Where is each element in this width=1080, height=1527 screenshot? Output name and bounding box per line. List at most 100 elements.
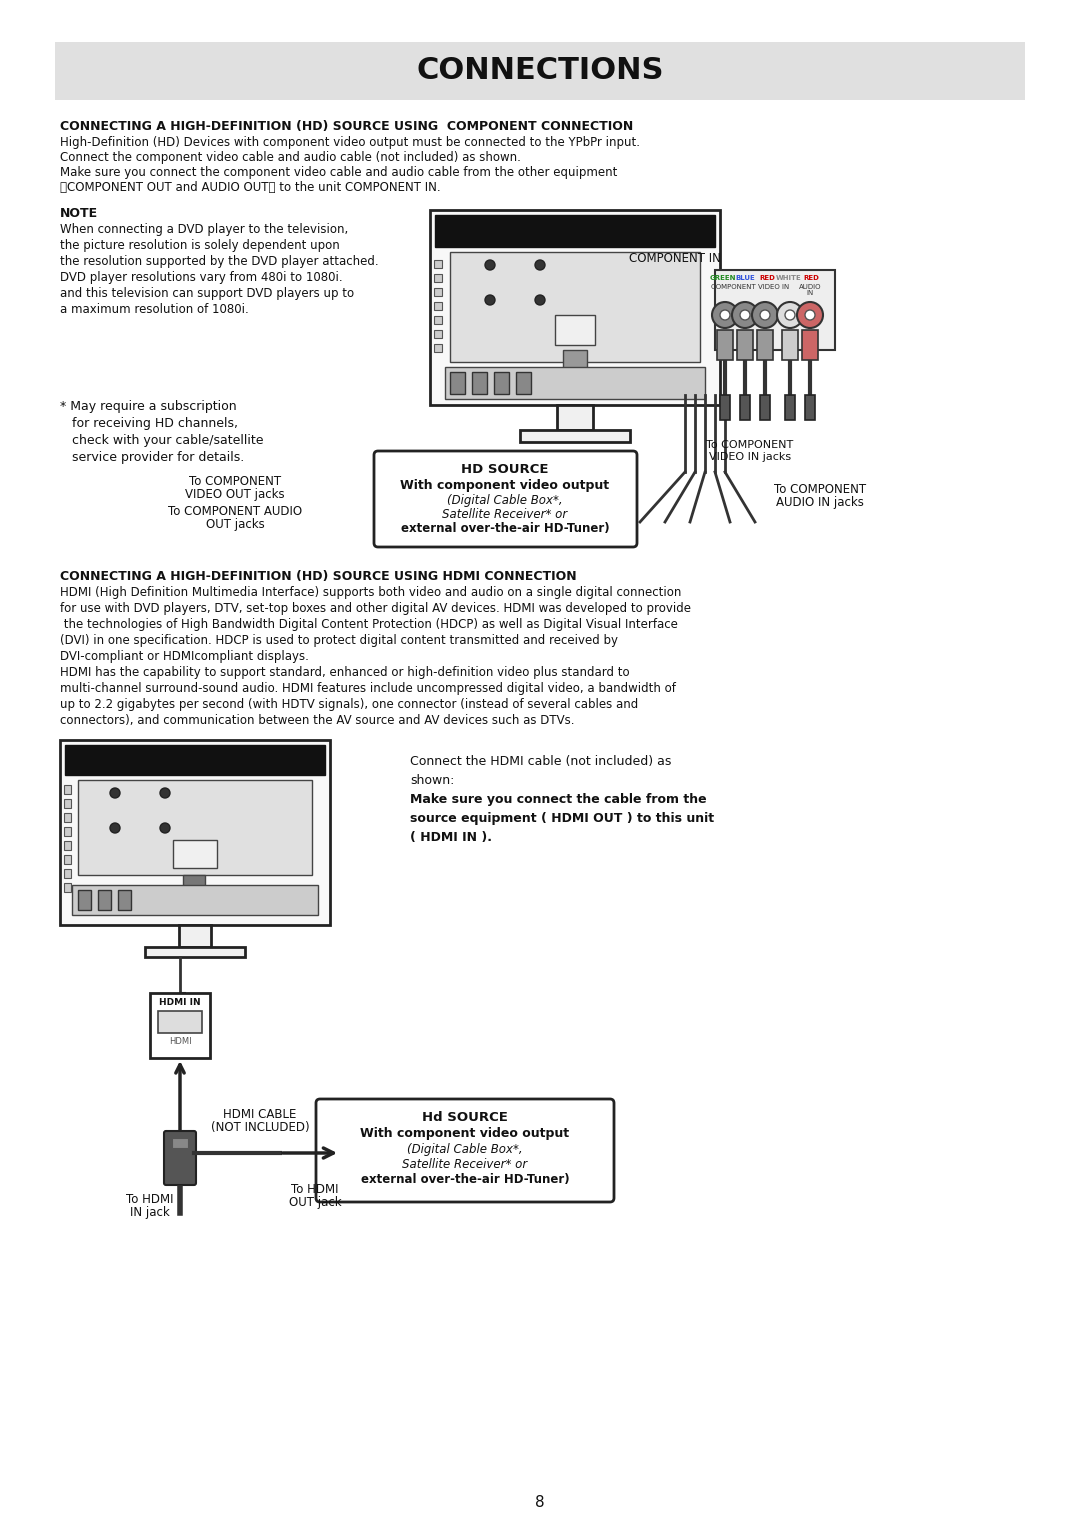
- FancyBboxPatch shape: [434, 316, 442, 324]
- Circle shape: [535, 260, 545, 270]
- Text: To COMPONENT: To COMPONENT: [706, 440, 794, 450]
- Text: check with your cable/satellite: check with your cable/satellite: [60, 434, 264, 447]
- Text: To COMPONENT: To COMPONENT: [774, 483, 866, 496]
- Text: the resolution supported by the DVD player attached.: the resolution supported by the DVD play…: [60, 255, 379, 269]
- Text: HDMI: HDMI: [168, 1037, 191, 1046]
- Text: and this television can support DVD players up to: and this television can support DVD play…: [60, 287, 354, 299]
- Text: Make sure you connect the cable from the: Make sure you connect the cable from the: [410, 793, 706, 806]
- FancyBboxPatch shape: [516, 373, 531, 394]
- Text: IN: IN: [807, 290, 813, 296]
- FancyBboxPatch shape: [717, 330, 733, 360]
- Circle shape: [740, 310, 750, 321]
- FancyBboxPatch shape: [98, 890, 111, 910]
- Text: COMPONENT IN: COMPONENT IN: [629, 252, 721, 266]
- FancyBboxPatch shape: [555, 315, 595, 345]
- Circle shape: [797, 302, 823, 328]
- FancyBboxPatch shape: [183, 875, 205, 890]
- Circle shape: [777, 302, 804, 328]
- Circle shape: [752, 302, 778, 328]
- Circle shape: [485, 260, 495, 270]
- FancyBboxPatch shape: [760, 395, 770, 420]
- FancyBboxPatch shape: [757, 330, 773, 360]
- Text: To HDMI: To HDMI: [292, 1183, 339, 1196]
- FancyBboxPatch shape: [145, 947, 245, 957]
- FancyBboxPatch shape: [494, 373, 509, 394]
- FancyBboxPatch shape: [316, 1099, 615, 1202]
- FancyBboxPatch shape: [434, 260, 442, 269]
- FancyBboxPatch shape: [434, 273, 442, 282]
- Text: HDMI has the capability to support standard, enhanced or high-definition video p: HDMI has the capability to support stand…: [60, 666, 630, 680]
- Text: AUDIO: AUDIO: [799, 284, 821, 290]
- Circle shape: [110, 788, 120, 799]
- FancyBboxPatch shape: [64, 785, 71, 794]
- Circle shape: [712, 302, 738, 328]
- FancyBboxPatch shape: [158, 1011, 202, 1032]
- Text: (NOT INCLUDED): (NOT INCLUDED): [211, 1121, 309, 1135]
- Text: HDMI IN: HDMI IN: [159, 999, 201, 1006]
- FancyBboxPatch shape: [563, 350, 588, 368]
- Text: COMPONENT VIDEO IN: COMPONENT VIDEO IN: [711, 284, 789, 290]
- FancyBboxPatch shape: [64, 869, 71, 878]
- FancyBboxPatch shape: [55, 43, 1025, 99]
- FancyBboxPatch shape: [172, 1138, 188, 1148]
- FancyBboxPatch shape: [64, 883, 71, 892]
- Circle shape: [732, 302, 758, 328]
- FancyBboxPatch shape: [150, 993, 210, 1058]
- Text: multi-channel surround-sound audio. HDMI features include uncompressed digital v: multi-channel surround-sound audio. HDMI…: [60, 683, 676, 695]
- FancyBboxPatch shape: [434, 330, 442, 337]
- FancyBboxPatch shape: [434, 302, 442, 310]
- Text: （COMPONENT OUT and AUDIO OUT） to the unit COMPONENT IN.: （COMPONENT OUT and AUDIO OUT） to the uni…: [60, 182, 441, 194]
- FancyBboxPatch shape: [64, 828, 71, 835]
- Text: Satellite Receiver* or: Satellite Receiver* or: [403, 1157, 528, 1171]
- FancyBboxPatch shape: [519, 431, 630, 441]
- FancyBboxPatch shape: [179, 925, 211, 947]
- Text: WHITE: WHITE: [777, 275, 801, 281]
- Text: external over-the-air HD-Tuner): external over-the-air HD-Tuner): [401, 522, 609, 534]
- Text: Connect the component video cable and audio cable (not included) as shown.: Connect the component video cable and au…: [60, 151, 521, 163]
- FancyBboxPatch shape: [64, 812, 71, 822]
- FancyBboxPatch shape: [802, 330, 818, 360]
- FancyBboxPatch shape: [64, 855, 71, 864]
- Text: When connecting a DVD player to the television,: When connecting a DVD player to the tele…: [60, 223, 348, 237]
- FancyBboxPatch shape: [64, 799, 71, 808]
- Text: Hd SOURCE: Hd SOURCE: [422, 1112, 508, 1124]
- FancyBboxPatch shape: [472, 373, 487, 394]
- Text: DVI-compliant or HDMIcompliant displays.: DVI-compliant or HDMIcompliant displays.: [60, 651, 309, 663]
- Text: the picture resolution is solely dependent upon: the picture resolution is solely depende…: [60, 240, 340, 252]
- Circle shape: [785, 310, 795, 321]
- Circle shape: [110, 823, 120, 834]
- FancyBboxPatch shape: [450, 252, 700, 362]
- Circle shape: [160, 823, 170, 834]
- FancyBboxPatch shape: [64, 841, 71, 851]
- FancyBboxPatch shape: [557, 405, 593, 431]
- Text: ( HDMI IN ).: ( HDMI IN ).: [410, 831, 492, 844]
- FancyBboxPatch shape: [336, 1135, 372, 1171]
- Text: BLUE: BLUE: [735, 275, 755, 281]
- Text: OUT jack: OUT jack: [288, 1196, 341, 1209]
- Text: source equipment ( HDMI OUT ) to this unit: source equipment ( HDMI OUT ) to this un…: [410, 812, 714, 825]
- Text: NOTE: NOTE: [60, 208, 98, 220]
- Text: (Digital Cable Box*,: (Digital Cable Box*,: [447, 495, 563, 507]
- Circle shape: [485, 295, 495, 305]
- Text: for use with DVD players, DTV, set-top boxes and other digital AV devices. HDMI : for use with DVD players, DTV, set-top b…: [60, 602, 691, 615]
- FancyBboxPatch shape: [60, 741, 330, 925]
- Text: HDMI (High Definition Multimedia Interface) supports both video and audio on a s: HDMI (High Definition Multimedia Interfa…: [60, 586, 681, 599]
- FancyBboxPatch shape: [430, 211, 720, 405]
- Text: connectors), and communication between the AV source and AV devices such as DTVs: connectors), and communication between t…: [60, 715, 575, 727]
- FancyBboxPatch shape: [173, 840, 217, 867]
- Text: HD SOURCE: HD SOURCE: [461, 463, 549, 476]
- Text: VIDEO IN jacks: VIDEO IN jacks: [708, 452, 791, 463]
- Text: 8: 8: [536, 1495, 544, 1510]
- Text: To COMPONENT: To COMPONENT: [189, 475, 281, 489]
- FancyBboxPatch shape: [164, 1132, 195, 1185]
- FancyBboxPatch shape: [740, 395, 750, 420]
- Text: AUDIO IN jacks: AUDIO IN jacks: [777, 496, 864, 508]
- Circle shape: [720, 310, 730, 321]
- Text: Connect the HDMI cable (not included) as: Connect the HDMI cable (not included) as: [410, 754, 672, 768]
- FancyBboxPatch shape: [805, 395, 815, 420]
- Text: High-Definition (HD) Devices with component video output must be connected to th: High-Definition (HD) Devices with compon…: [60, 136, 640, 150]
- FancyBboxPatch shape: [737, 330, 753, 360]
- Text: With component video output: With component video output: [401, 479, 609, 492]
- Text: Satellite Receiver* or: Satellite Receiver* or: [443, 508, 568, 521]
- FancyBboxPatch shape: [782, 330, 798, 360]
